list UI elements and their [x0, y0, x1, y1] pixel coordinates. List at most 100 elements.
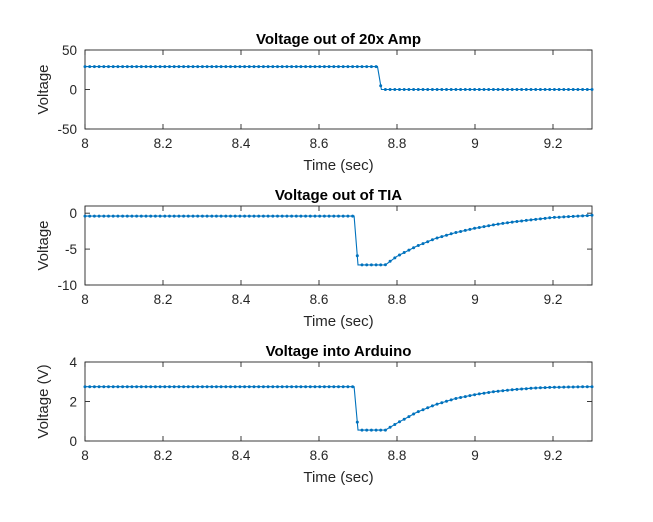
- data-point: [219, 65, 223, 69]
- data-point: [280, 385, 284, 389]
- data-point: [562, 88, 566, 91]
- data-point: [177, 65, 181, 69]
- data-point: [449, 88, 453, 91]
- y-tick-label: -50: [57, 122, 77, 137]
- data-point: [383, 88, 387, 91]
- data-point: [369, 65, 373, 69]
- data-point: [290, 385, 294, 389]
- data-point: [280, 214, 284, 218]
- data-point: [571, 88, 575, 91]
- data-point: [355, 65, 359, 69]
- data-point: [534, 88, 538, 91]
- data-point: [102, 385, 106, 389]
- data-point: [177, 214, 181, 218]
- data-point: [322, 214, 326, 218]
- data-point: [388, 259, 392, 263]
- data-point: [196, 214, 200, 218]
- data-point: [369, 428, 373, 432]
- data-point: [313, 65, 317, 69]
- data-point: [308, 65, 312, 69]
- data-point: [360, 428, 364, 432]
- data-point: [191, 214, 195, 218]
- data-point: [557, 385, 561, 389]
- data-point: [92, 214, 96, 218]
- data-point: [294, 385, 298, 389]
- x-axis-label: Time (sec): [303, 313, 373, 330]
- data-point: [351, 214, 355, 218]
- data-point: [88, 214, 92, 218]
- data-point: [365, 263, 369, 267]
- data-point: [520, 219, 524, 223]
- data-point: [412, 88, 416, 91]
- data-point: [191, 65, 195, 69]
- data-point: [186, 214, 190, 218]
- data-point: [543, 88, 547, 91]
- data-point: [182, 385, 186, 389]
- data-point: [172, 214, 176, 218]
- data-point: [355, 254, 359, 258]
- data-point: [294, 65, 298, 69]
- data-point: [543, 386, 547, 390]
- data-point: [280, 65, 284, 69]
- data-point: [337, 214, 340, 218]
- data-point: [285, 214, 289, 218]
- data-point: [421, 242, 425, 246]
- data-point: [435, 402, 439, 406]
- data-point: [243, 65, 247, 69]
- data-point: [257, 65, 261, 69]
- data-point: [534, 217, 538, 221]
- data-point: [416, 410, 420, 414]
- data-point: [271, 385, 275, 389]
- data-point: [524, 387, 528, 391]
- data-point: [374, 263, 378, 267]
- data-point: [332, 385, 336, 389]
- data-point: [445, 88, 448, 91]
- data-point: [135, 65, 139, 69]
- data-point: [440, 235, 444, 239]
- data-point: [477, 88, 481, 91]
- data-point: [369, 263, 373, 267]
- data-point: [102, 214, 106, 218]
- data-point: [402, 88, 406, 91]
- x-tick-label: 9.2: [544, 448, 563, 463]
- data-point: [92, 385, 96, 389]
- data-point: [191, 385, 195, 389]
- y-tick-label: 0: [69, 434, 77, 449]
- data-point: [365, 428, 369, 432]
- data-point: [393, 88, 397, 91]
- y-tick-label: 0: [69, 83, 77, 98]
- x-axis-label: Time (sec): [303, 469, 373, 486]
- data-point: [407, 88, 411, 91]
- data-point: [454, 397, 458, 400]
- x-tick-label: 9: [471, 136, 479, 151]
- data-point: [341, 65, 345, 69]
- data-point: [238, 385, 242, 389]
- data-point: [299, 214, 303, 218]
- chart-title: Voltage into Arduino: [266, 343, 412, 360]
- x-tick-label: 8.4: [232, 292, 251, 307]
- data-point: [520, 387, 524, 391]
- data-point: [510, 220, 514, 224]
- data-point: [445, 233, 448, 237]
- data-point: [304, 65, 308, 69]
- data-point: [416, 244, 420, 247]
- data-point: [412, 412, 416, 416]
- data-point: [107, 65, 110, 69]
- data-point: [576, 88, 580, 91]
- data-point: [261, 65, 265, 69]
- data-point: [238, 65, 242, 69]
- data-point: [407, 415, 411, 419]
- data-point: [304, 214, 308, 218]
- data-point: [337, 65, 340, 69]
- data-point: [130, 65, 134, 69]
- data-point: [308, 214, 312, 218]
- x-tick-label: 8.6: [310, 292, 329, 307]
- data-point: [487, 88, 491, 91]
- data-point: [219, 385, 223, 389]
- data-point: [548, 88, 552, 91]
- data-point: [186, 65, 190, 69]
- data-point: [459, 396, 463, 399]
- data-point: [153, 385, 157, 389]
- data-point: [257, 214, 261, 218]
- axes-frame-3: [84, 361, 593, 442]
